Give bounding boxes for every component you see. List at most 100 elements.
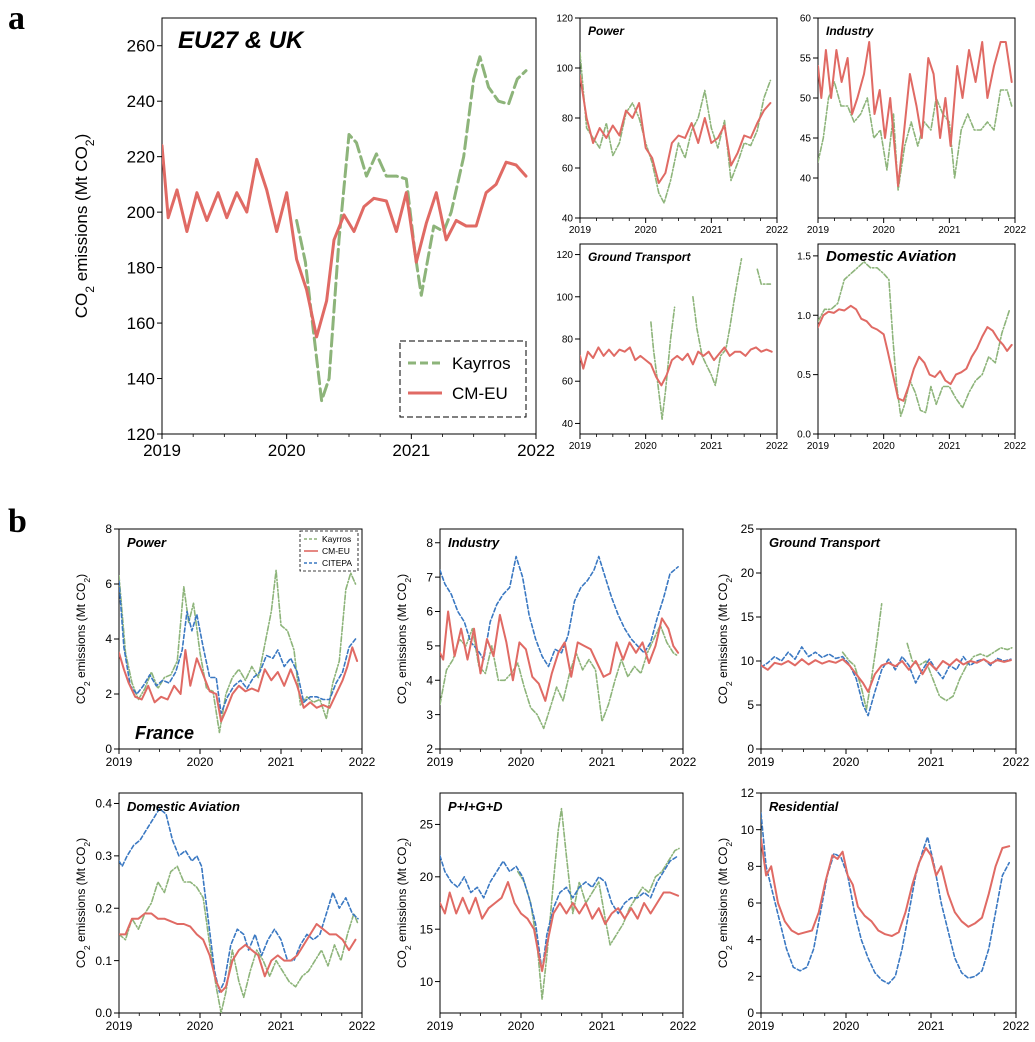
x-tick-label: 2022	[766, 441, 789, 452]
x-tick-label: 2020	[833, 1019, 860, 1033]
y-tick-label: 3	[426, 708, 433, 722]
legend-label: CM-EU	[322, 546, 350, 556]
y-tick-label: 50	[800, 94, 812, 105]
x-tick-label: 2020	[635, 441, 658, 452]
y-tick-label: 60	[562, 164, 574, 175]
y-tick-label: 15	[741, 610, 755, 624]
chart-a-main: 2019 2020 2021 2022 120 140 160 180 200 220 240 260…	[72, 17, 555, 460]
y-tick-label: 45	[800, 134, 812, 145]
y-tick-label: 0	[747, 742, 754, 756]
y-tick-label: 1.0	[797, 311, 811, 322]
chart-b-pigd: 2019 2020 2021 2022 10 15 20 25 CO2 emissions (M…	[395, 792, 697, 1033]
chart-a-power: 2019 2020 2021 2022 40 60 80 100 120 Power	[556, 14, 788, 237]
x-tick-label: 2019	[748, 755, 775, 769]
series-line-kayrros	[841, 603, 883, 711]
series-line-citepa	[119, 580, 357, 715]
y-tick-label: 2	[426, 742, 433, 756]
y-tick-label: 4	[426, 673, 433, 687]
chart-a-ground: 2019 2020 2021 2022 40 60 80 100 120 Ground Trans…	[556, 243, 789, 452]
y-tick-label: 10	[420, 975, 434, 989]
x-tick-label: 2020	[873, 225, 896, 236]
panel-a-label: a	[8, 0, 25, 37]
x-tick-label: 2021	[392, 441, 430, 460]
x-tick-label: 2019	[143, 441, 181, 460]
y-axis-label: CO2 emissions (Mt CO2)	[716, 838, 734, 968]
y-tick-label: 2	[747, 970, 754, 984]
chart-title: Ground Transport	[769, 535, 881, 550]
legend-label: Kayrros	[452, 354, 511, 373]
x-tick-label: 2022	[670, 755, 697, 769]
x-tick-label: 2020	[508, 1019, 535, 1033]
y-tick-label: 6	[426, 605, 433, 619]
y-tick-label: 100	[556, 64, 573, 75]
y-axis-label: CO2 emissions (Mt CO2)	[74, 838, 92, 968]
y-tick-label: 7	[426, 570, 433, 584]
x-tick-label: 2021	[700, 225, 723, 236]
y-axis-label: CO2 emissions (Mt CO2)	[72, 134, 97, 319]
y-tick-label: 8	[105, 522, 112, 536]
x-tick-label: 2019	[569, 225, 592, 236]
x-tick-label: 2022	[349, 755, 376, 769]
y-tick-label: 80	[562, 114, 574, 125]
x-tick-label: 2022	[670, 1019, 697, 1033]
panel-b-label: b	[8, 503, 27, 540]
y-axis-label: CO2 emissions (Mt CO2)	[716, 574, 734, 704]
chart-b-power: 2019 2020 2021 2022 0 2 4 6 8 CO2 emissions (Mt C…	[74, 522, 376, 769]
y-tick-label: 25	[741, 522, 755, 536]
x-tick-label: 2021	[589, 1019, 616, 1033]
y-axis-label: CO2 emissions (Mt CO2)	[395, 574, 413, 704]
y-tick-label: 0.4	[95, 797, 112, 811]
y-tick-label: 5	[426, 639, 433, 653]
x-tick-label: 2020	[833, 755, 860, 769]
y-tick-label: 1.5	[797, 251, 811, 262]
series-line-citepa	[761, 812, 1010, 985]
x-tick-label: 2020	[873, 441, 896, 452]
y-tick-label: 0.2	[95, 901, 112, 915]
x-tick-label: 2019	[569, 441, 592, 452]
plot-frame	[118, 792, 363, 1014]
x-tick-label: 2019	[427, 755, 454, 769]
y-tick-label: 140	[127, 369, 155, 388]
series-line-kayrros	[756, 268, 772, 285]
y-tick-label: 200	[127, 203, 155, 222]
chart-title: Power	[127, 535, 167, 550]
series-line-cm-eu	[761, 658, 1012, 693]
y-tick-label: 8	[426, 536, 433, 550]
series-line-kayrros	[818, 81, 1013, 191]
y-tick-label: 40	[800, 174, 812, 185]
chart-title: EU27 & UK	[178, 27, 305, 54]
y-tick-label: 0.0	[797, 430, 811, 441]
chart-title: Domestic Aviation	[127, 799, 240, 814]
plot-frame	[579, 17, 778, 219]
x-tick-label: 2019	[106, 755, 133, 769]
chart-title: Industry	[826, 24, 875, 38]
plot-frame	[817, 17, 1016, 219]
chart-title: Ground Transport	[588, 250, 691, 264]
series-line-cm-eu	[440, 610, 680, 702]
y-tick-label: 180	[127, 259, 155, 278]
x-tick-label: 2022	[1004, 441, 1027, 452]
series-line-cm-eu	[580, 74, 772, 184]
x-tick-label: 2022	[1003, 755, 1030, 769]
series-line-kayrros	[119, 865, 359, 1013]
plot-frame	[760, 792, 1017, 1014]
y-tick-label: 220	[127, 148, 155, 167]
series-line-kayrros	[580, 52, 772, 204]
y-tick-label: 20	[420, 870, 434, 884]
series-line-kayrros	[906, 642, 1013, 702]
y-tick-label: 0.1	[95, 954, 112, 968]
x-tick-label: 2020	[508, 755, 535, 769]
chart-title: Residential	[769, 799, 839, 814]
x-tick-label: 2019	[748, 1019, 775, 1033]
legend-label: CITEPA	[322, 558, 352, 568]
chart-title: Power	[588, 24, 625, 38]
y-tick-label: 12	[741, 786, 755, 800]
x-tick-label: 2022	[517, 441, 555, 460]
y-tick-label: 0.0	[95, 1006, 112, 1020]
y-tick-label: 80	[562, 335, 574, 346]
series-line-citepa	[440, 855, 679, 972]
x-tick-label: 2022	[349, 1019, 376, 1033]
series-line-kayrros	[119, 569, 357, 734]
chart-b-residential: 2019 2020 2021 2022 0 2 4 6 8 10 12 CO2 emissions (…	[716, 786, 1030, 1033]
